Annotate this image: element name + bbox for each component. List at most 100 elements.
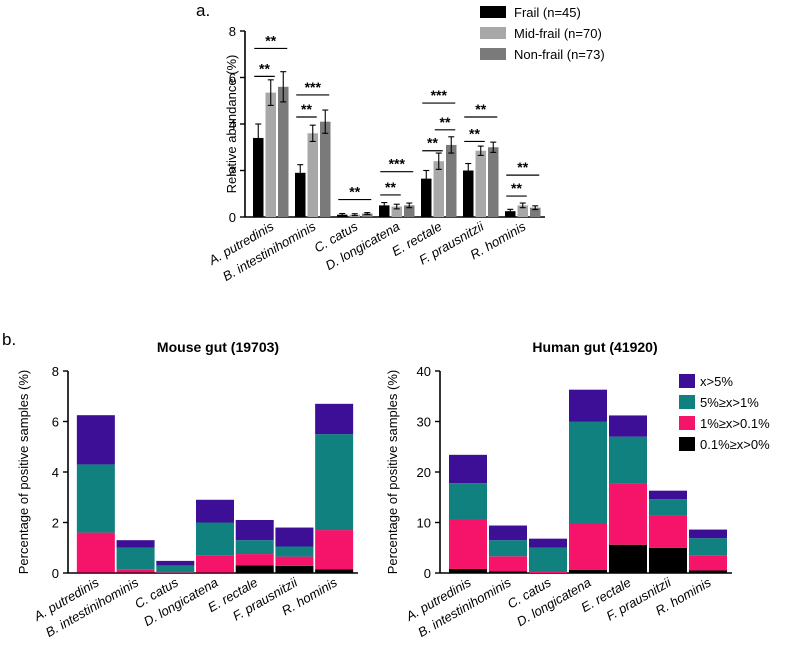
stack-x-5-a-putredinis <box>449 454 487 484</box>
stack-1-x-0-1-b-intestinihominis <box>489 556 527 572</box>
bar-non-frail-n-73-r-hominis <box>530 207 541 217</box>
human-gut-title: Human gut (41920) <box>532 339 657 355</box>
y-tick-label: 0 <box>229 210 236 225</box>
stack-1-x-0-1-f-prausnitzii <box>649 515 687 548</box>
significance-label: ** <box>259 60 270 76</box>
stack-0-1-x-0-a-putredinis <box>76 572 115 573</box>
significance-label: *** <box>389 156 406 172</box>
y-tick-label: 0 <box>424 566 431 581</box>
stack-1-x-0-1-c-catus <box>156 572 195 573</box>
stack-x-5-c-catus <box>529 538 567 548</box>
legend-swatch-mid-frail-n-70 <box>480 27 506 39</box>
legend-swatch-0-1-x-0 <box>679 437 695 451</box>
stack-0-1-x-0-f-prausnitzii <box>649 547 687 573</box>
significance-label: ** <box>385 179 396 195</box>
stack-5-x-1-r-hominis <box>689 538 727 556</box>
mouse-gut-title: Mouse gut (19703) <box>157 339 279 355</box>
significance-label: ** <box>511 180 522 196</box>
stack-1-x-0-1-d-longicatena <box>196 555 234 573</box>
stack-1-x-0-1-r-hominis <box>689 555 727 571</box>
stack-1-x-0-1-e-rectale <box>609 483 647 545</box>
bar-frail-n-45-r-hominis <box>505 211 516 217</box>
legend-swatch-frail-n-45 <box>480 6 506 18</box>
y-tick-label: 20 <box>417 465 431 480</box>
y-tick-label: 2 <box>52 516 59 531</box>
significance-label: ** <box>427 135 438 151</box>
legend-label-frail-n-45: Frail (n=45) <box>514 5 581 20</box>
significance-label: ** <box>469 125 480 141</box>
bar-mid-frail-n-70-d-longicatena <box>391 206 402 217</box>
bar-non-frail-n-73-a-putredinis <box>278 86 289 217</box>
bar-mid-frail-n-70-b-intestinihominis <box>307 133 318 217</box>
stack-x-5-e-rectale <box>235 519 274 541</box>
stack-0-1-x-0-e-rectale <box>609 544 647 573</box>
stack-0-1-x-0-r-hominis <box>315 569 354 573</box>
significance-label: ** <box>440 114 451 130</box>
stack-0-1-x-0-d-longicatena <box>196 572 234 573</box>
y-tick-label: 40 <box>417 364 431 379</box>
stack-1-x-0-1-b-intestinihominis <box>116 569 155 573</box>
significance-label: *** <box>305 79 322 95</box>
stack-x-5-c-catus <box>156 560 195 566</box>
y-tick-label: 4 <box>52 465 59 480</box>
stack-x-5-f-prausnitzii <box>275 527 314 547</box>
y-tick-label: 6 <box>52 415 59 430</box>
legend-label-5-x-1: 5%≥x>1% <box>700 395 759 410</box>
y-tick-label: 30 <box>417 415 431 430</box>
panel-b-legend: x>5% 5%≥x>1% 1%≥x>0.1% 0.1%≥x>0% <box>679 374 770 452</box>
stack-1-x-0-1-r-hominis <box>315 530 354 570</box>
stack-0-1-x-0-r-hominis <box>689 570 727 573</box>
stack-5-x-1-b-intestinihominis <box>116 547 155 570</box>
bar-non-frail-n-73-e-rectale <box>446 144 457 217</box>
y-axis-title: Relative abundance (%) <box>224 55 239 194</box>
y-tick-label: 8 <box>229 24 236 39</box>
stack-x-5-e-rectale <box>609 415 647 437</box>
stack-1-x-0-1-c-catus <box>529 571 567 573</box>
y-tick-label: 4 <box>229 117 236 132</box>
y-axis-title: Percentage of positive samples (%) <box>16 370 31 574</box>
bar-mid-frail-n-70-a-putredinis <box>265 92 276 217</box>
bar-mid-frail-n-70-e-rectale <box>433 161 444 217</box>
stack-5-x-1-d-longicatena <box>196 522 234 556</box>
y-tick-label: 8 <box>52 364 59 379</box>
stack-0-1-x-0-e-rectale <box>235 565 274 573</box>
bar-frail-n-45-a-putredinis <box>253 137 264 217</box>
significance-label: *** <box>431 87 448 103</box>
stack-0-1-x-0-f-prausnitzii <box>275 565 314 573</box>
stack-1-x-0-1-a-putredinis <box>449 519 487 569</box>
stack-5-x-1-f-prausnitzii <box>275 546 314 557</box>
y-tick-label: 0 <box>52 566 59 581</box>
legend-label-x-5: x>5% <box>700 374 733 389</box>
significance-label: ** <box>517 159 528 175</box>
stack-1-x-0-1-a-putredinis <box>76 532 115 573</box>
stack-5-x-1-e-rectale <box>235 540 274 555</box>
bar-frail-n-45-f-prausnitzii <box>463 170 474 217</box>
legend-swatch-x-5 <box>679 374 695 388</box>
legend-label-mid-frail-n-70: Mid-frail (n=70) <box>514 26 602 41</box>
y-tick-label: 10 <box>417 516 431 531</box>
stack-5-x-1-a-putredinis <box>449 483 487 520</box>
stack-x-5-a-putredinis <box>76 415 115 465</box>
bar-mid-frail-n-70-f-prausnitzii <box>475 150 486 217</box>
stack-x-5-r-hominis <box>689 529 727 539</box>
y-tick-label: 6 <box>229 71 236 86</box>
bar-mid-frail-n-70-r-hominis <box>517 205 528 217</box>
panel-a-legend: Frail (n=45) Mid-frail (n=70) Non-frail (n… <box>480 5 605 62</box>
stack-0-1-x-0-b-intestinihominis <box>116 572 155 573</box>
stack-x-5-d-longicatena <box>569 389 607 422</box>
stack-0-1-x-0-d-longicatena <box>569 569 607 573</box>
significance-label: ** <box>301 101 312 117</box>
significance-label: ** <box>265 32 276 48</box>
stack-0-1-x-0-a-putredinis <box>449 568 487 573</box>
stack-5-x-1-f-prausnitzii <box>649 499 687 516</box>
legend-label-non-frail-n-73: Non-frail (n=73) <box>514 47 605 62</box>
bar-non-frail-n-73-f-prausnitzii <box>488 147 499 217</box>
stack-x-5-r-hominis <box>315 403 354 435</box>
legend-swatch-1-x-0-1 <box>679 416 695 430</box>
stack-1-x-0-1-d-longicatena <box>569 524 607 570</box>
bar-non-frail-n-73-d-longicatena <box>404 205 415 217</box>
legend-swatch-non-frail-n-73 <box>480 48 506 60</box>
stack-5-x-1-a-putredinis <box>76 464 115 533</box>
